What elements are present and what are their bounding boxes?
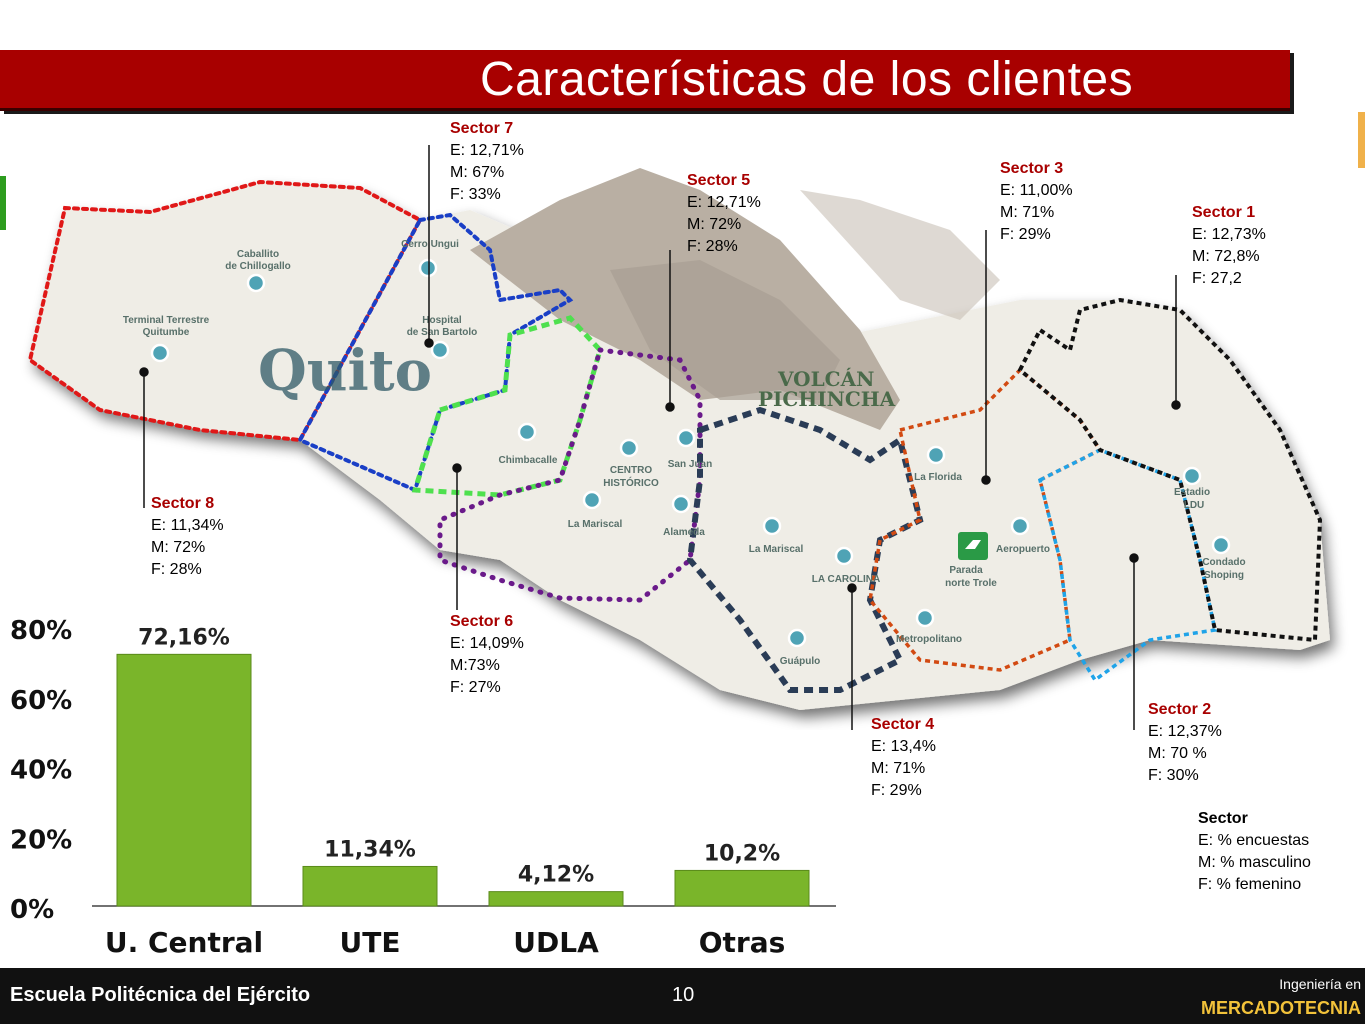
marker-florida	[926, 445, 946, 465]
city-base	[30, 182, 1330, 710]
green-accent-mark	[0, 176, 6, 230]
place-cerro-ungui: Cerro Ungui	[401, 239, 459, 250]
bar	[674, 869, 810, 907]
bar-value-label: 10,2%	[704, 841, 780, 866]
place-carolina: LA CAROLINA	[812, 574, 881, 585]
bar-value-label: 72,16%	[138, 625, 230, 650]
sector-2-label: Sector 2 E: 12,37% M: 70 % F: 30%	[1148, 701, 1222, 784]
place-parada-1: Parada	[949, 565, 983, 576]
y-tick-label: 20%	[10, 825, 72, 855]
slide-title: Características de los clientes	[480, 53, 1134, 106]
place-guapulo: Guápulo	[780, 656, 821, 667]
title-bar: Características de los clientes	[0, 50, 1290, 111]
volcano-label-1: VOLCÁN	[777, 367, 874, 391]
footer: Escuela Politécnica del Ejército 10 Inge…	[0, 968, 1365, 1024]
volcano-shape-2	[610, 260, 840, 400]
marker-chimbacalle	[517, 422, 537, 442]
place-caballito-2: de Chillogallo	[225, 261, 291, 272]
bar-value-label: 11,34%	[324, 837, 416, 862]
bar	[488, 891, 624, 907]
footer-school: Escuela Politécnica del Ejército	[10, 984, 311, 1006]
sector-legend: Sector E: % encuestas M: % masculino F: …	[1198, 810, 1311, 893]
place-chimbacalle: Chimbacalle	[499, 455, 558, 466]
y-axis: 0% 20% 40% 60% 80%	[10, 616, 72, 925]
sector-4-border	[686, 406, 924, 693]
y-tick-label: 0%	[10, 895, 54, 925]
sector-8-label: Sector 8 E: 11,34% M: 72% F: 28%	[151, 495, 224, 578]
sector-1-border	[1017, 297, 1323, 643]
bar	[116, 653, 252, 907]
volcano-label-2: PICHINCHA	[758, 387, 896, 411]
category-label: U. Central	[105, 926, 263, 959]
sector-3-border	[868, 367, 1103, 672]
sector-3-label: Sector 3 E: 11,00% M: 71% F: 29%	[1000, 160, 1073, 243]
sector-1-label: Sector 1 E: 12,73% M: 72,8% F: 27,2	[1192, 204, 1266, 287]
marker-aeropuerto	[1010, 516, 1030, 536]
marker-metropolitano	[915, 608, 935, 628]
bar	[302, 865, 438, 907]
place-terminal-1: Terminal Terrestre	[123, 315, 210, 326]
leader-lines	[139, 145, 1181, 730]
marker-condado	[1211, 535, 1231, 555]
place-estadio-1: Estadio	[1174, 487, 1210, 498]
page-number: 10	[672, 984, 695, 1006]
y-tick-label: 40%	[10, 756, 72, 786]
place-metropolitano: Metropolitano	[896, 634, 962, 645]
marker-mariscal-1	[582, 490, 602, 510]
place-hospital-1: Hospital	[422, 315, 462, 326]
place-terminal-2: Quitumbe	[143, 327, 190, 338]
category-label: Otras	[699, 926, 786, 959]
sector-2-border	[1037, 448, 1218, 683]
sector-4-label: Sector 4 E: 13,4% M: 71% F: 29%	[871, 716, 936, 799]
marker-alameda	[671, 494, 691, 514]
marker-cerro-ungui	[418, 258, 438, 278]
category-label: UDLA	[513, 926, 599, 959]
place-centro-2: HISTÓRICO	[603, 476, 659, 489]
marker-hospital	[430, 340, 450, 360]
sector-7-border	[297, 212, 574, 493]
place-markers	[150, 258, 1231, 648]
place-mariscal-2: La Mariscal	[749, 544, 804, 555]
place-condado-1: Condado	[1202, 557, 1245, 568]
marker-san-juan	[676, 428, 696, 448]
y-tick-label: 60%	[10, 686, 72, 716]
footer-dept-line1: Ingeniería en	[1279, 976, 1361, 992]
marker-terminal	[150, 343, 170, 363]
place-san-juan: San Juan	[668, 459, 712, 470]
place-parada-2: norte Trole	[945, 578, 997, 589]
marker-mariscal-2	[762, 516, 782, 536]
university-bar-chart: 0% 20% 40% 60% 80% 72,16% U. Central 11,34% UTE…	[10, 616, 836, 959]
bar-value-label: 4,12%	[518, 863, 594, 888]
place-estadio-2: LDU	[1184, 500, 1205, 511]
category-label: UTE	[340, 926, 401, 959]
place-centro-1: CENTRO	[610, 465, 652, 476]
orange-accent-mark	[1358, 112, 1365, 168]
quito-map: Quito VOLCÁN PICHINCHA Caballito de Chil…	[27, 145, 1330, 730]
place-hospital-2: de San Bartolo	[407, 327, 478, 338]
place-florida: La Florida	[914, 472, 962, 483]
sector-5-border	[437, 347, 703, 603]
place-mariscal-1: La Mariscal	[568, 519, 623, 530]
marker-carolina	[834, 546, 854, 566]
marker-guapulo	[787, 628, 807, 648]
marker-caballito	[246, 273, 266, 293]
place-condado-2: Shoping	[1204, 570, 1244, 581]
place-aeropuerto: Aeropuerto	[996, 544, 1050, 555]
y-tick-label: 80%	[10, 616, 72, 646]
sector-6-label: Sector 6 E: 14,09% M:73% F: 27%	[450, 613, 524, 696]
footer-dept-line2: MERCADOTECNIA	[1201, 998, 1361, 1018]
sector-7-label: Sector 7 E: 12,71% M: 67% F: 33%	[450, 120, 524, 203]
sector-5-label: Sector 5 E: 12,71% M: 72% F: 28%	[687, 172, 761, 255]
place-alameda: Alameda	[663, 527, 705, 538]
marker-estadio	[1182, 466, 1202, 486]
marker-centro	[619, 438, 639, 458]
place-caballito-1: Caballito	[237, 249, 279, 260]
city-label: Quito	[258, 338, 432, 404]
sector-8-border	[27, 179, 423, 443]
